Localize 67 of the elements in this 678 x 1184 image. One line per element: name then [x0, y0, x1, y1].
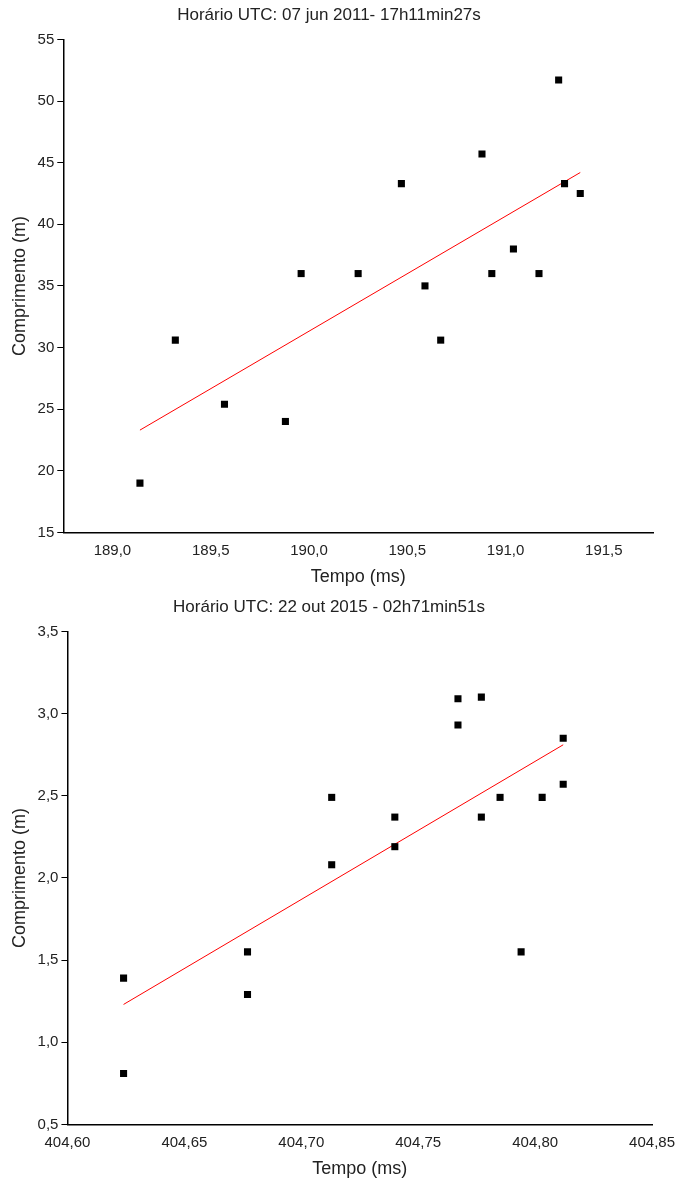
y-tick-label: 3,0	[37, 703, 59, 721]
y-tick-label: 55	[37, 29, 55, 47]
point	[391, 843, 399, 851]
point	[576, 189, 584, 197]
y-tick-label: 1,5	[37, 950, 59, 968]
point	[120, 974, 128, 982]
point	[477, 813, 485, 821]
point	[220, 400, 229, 408]
chart-title: Horário UTC: 22 out 2015 - 02h71min51s	[173, 596, 485, 616]
x-tick-label: 404,85	[629, 1132, 676, 1150]
y-tick-label: 35	[37, 276, 55, 294]
x-tick-label: 189,0	[93, 540, 132, 558]
x-axis-title: Tempo (ms)	[312, 1158, 408, 1179]
point	[559, 780, 567, 788]
x-axis-title: Tempo (ms)	[310, 566, 406, 587]
x-tick-label: 404,65	[161, 1132, 208, 1150]
point	[437, 336, 445, 344]
x-tick-label: 191,5	[585, 540, 623, 558]
x-tick-label: 189,5	[191, 540, 230, 558]
point	[421, 282, 429, 290]
x-tick-label: 404,70	[278, 1132, 325, 1150]
point	[391, 813, 399, 821]
y-tick-label: 50	[37, 91, 55, 109]
point	[559, 734, 567, 742]
point	[538, 793, 546, 801]
y-tick-label: 2,0	[37, 868, 59, 886]
y-tick-label: 3,5	[37, 621, 59, 639]
point	[488, 270, 496, 278]
point	[120, 1069, 128, 1077]
point	[454, 721, 462, 729]
point	[509, 245, 517, 253]
point	[171, 336, 179, 344]
point	[477, 693, 485, 701]
x-tick-label: 190,5	[388, 540, 427, 558]
point	[136, 479, 144, 487]
y-tick-label: 15	[37, 522, 55, 540]
point	[328, 861, 336, 869]
x-tick-label: 404,80	[512, 1132, 559, 1150]
point	[243, 991, 252, 999]
y-axis-title: Comprimento (m)	[8, 807, 29, 948]
y-axis-title: Comprimento (m)	[8, 215, 29, 356]
y-tick-label: 40	[37, 214, 55, 232]
y-tick-label: 0,5	[37, 1114, 59, 1132]
point	[354, 270, 362, 278]
point	[243, 948, 252, 956]
point	[328, 793, 336, 801]
x-tick-label: 191,0	[486, 540, 525, 558]
point	[561, 180, 569, 188]
y-tick-label: 30	[37, 337, 55, 355]
point	[496, 793, 504, 801]
y-tick-label: 2,5	[37, 785, 59, 803]
y-tick-label: 25	[37, 399, 55, 417]
point	[517, 948, 525, 956]
y-tick-label: 20	[37, 460, 55, 478]
y-tick-label: 1,0	[37, 1032, 59, 1050]
point	[478, 150, 486, 158]
point	[281, 417, 289, 426]
chart-title: Horário UTC: 07 jun 2011- 17h11min27s	[177, 4, 481, 24]
point	[397, 180, 405, 188]
y-tick-label: 45	[37, 152, 55, 170]
x-tick-label: 404,60	[44, 1132, 91, 1150]
point	[454, 695, 462, 703]
point	[535, 270, 543, 278]
point	[555, 76, 563, 84]
x-tick-label: 190,0	[290, 540, 328, 558]
point	[297, 270, 305, 278]
x-tick-label: 404,75	[395, 1132, 442, 1150]
